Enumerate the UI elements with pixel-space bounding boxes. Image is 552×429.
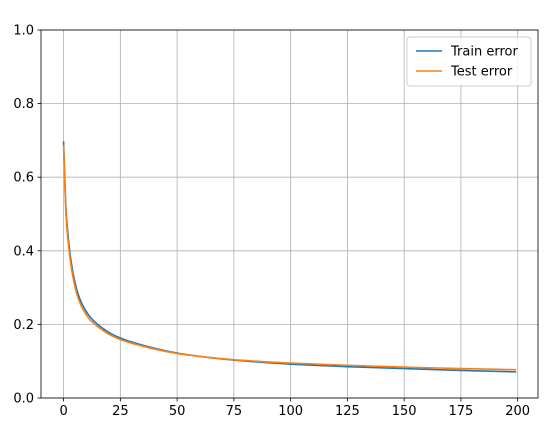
legend-box: [406, 36, 532, 87]
y-tick-label: 0.4: [13, 244, 34, 259]
x-tick-label: 50: [169, 404, 186, 419]
y-tick-label: 1.0: [13, 24, 34, 39]
axis-ticks: 0 25 50 75 100 125 150 175 200 0.0 0.2 0.4 0.6 0.8 1.0: [13, 24, 530, 420]
legend-label: Test error: [450, 65, 513, 80]
series-line-test-error: [62, 145, 517, 371]
legend-label: Train error: [450, 45, 518, 60]
x-tick-label: 175: [449, 404, 474, 419]
y-tick-label: 0.8: [13, 97, 34, 112]
series-lines: [62, 141, 517, 373]
x-tick-label: 125: [335, 404, 360, 419]
x-tick-label: 200: [505, 404, 530, 419]
legend: Train error Test error: [406, 36, 532, 87]
x-tick-label: 100: [278, 404, 303, 419]
x-tick-label: 0: [59, 404, 67, 419]
x-tick-label: 75: [226, 404, 243, 419]
y-tick-label: 0.6: [13, 171, 34, 186]
plot-area-frame: [40, 29, 539, 399]
y-tick-label: 0.0: [13, 392, 34, 407]
x-tick-label: 150: [392, 404, 417, 419]
x-tick-label: 25: [112, 404, 129, 419]
y-tick-label: 0.2: [13, 318, 34, 333]
